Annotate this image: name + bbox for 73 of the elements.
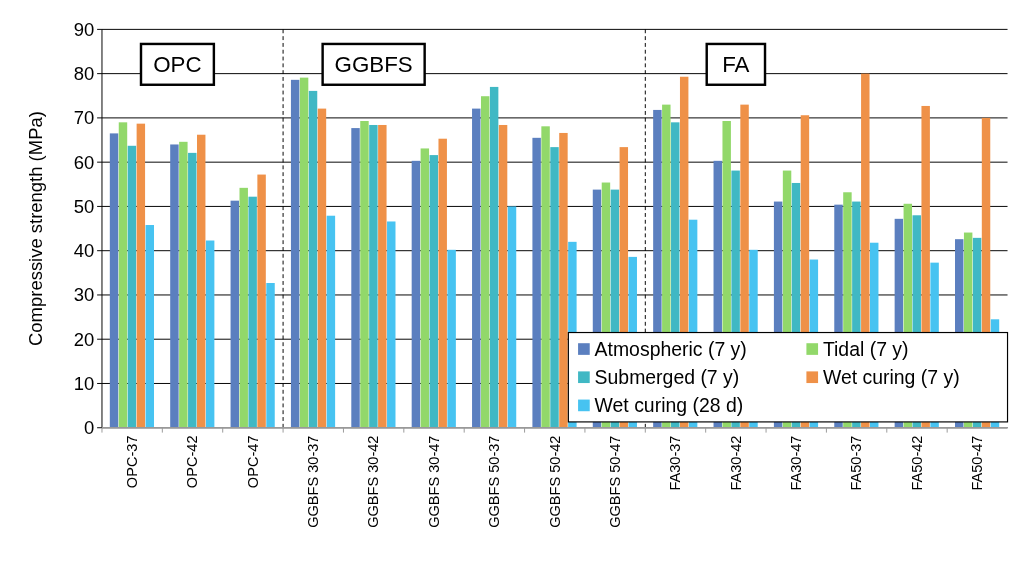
bar xyxy=(498,124,508,428)
bar xyxy=(550,147,559,428)
bar xyxy=(360,121,369,428)
legend-label: Tidal (7 y) xyxy=(822,337,909,360)
x-tick-label: GGBFS 50-47 xyxy=(606,435,623,528)
x-tick-label: FA50-42 xyxy=(908,435,925,491)
bar xyxy=(179,141,188,428)
y-tick-label: 40 xyxy=(73,240,95,262)
bar xyxy=(541,126,550,428)
legend-label: Wet curing (28 d) xyxy=(594,394,744,417)
bar xyxy=(507,206,517,428)
x-tick-label: GGBFS 30-47 xyxy=(425,435,442,528)
bar xyxy=(118,122,128,428)
x-tick-label: OPC-47 xyxy=(244,435,261,489)
x-tick-label: FA30-47 xyxy=(788,435,805,491)
y-tick-label: 30 xyxy=(73,284,95,306)
legend-label: Submerged (7 y) xyxy=(594,366,740,389)
bar xyxy=(266,283,275,428)
y-tick-label: 50 xyxy=(73,195,95,217)
bar xyxy=(420,148,430,428)
bar xyxy=(239,187,248,428)
annotation: OPC xyxy=(153,52,202,78)
x-tick-label: FA50-37 xyxy=(848,435,865,491)
bar xyxy=(351,128,360,428)
bar xyxy=(378,124,387,428)
bar xyxy=(136,123,146,428)
x-tick-label: GGBFS 30-42 xyxy=(365,435,382,528)
bar xyxy=(480,96,490,428)
y-tick-label: 70 xyxy=(73,107,95,129)
bar xyxy=(257,174,266,428)
bar xyxy=(438,138,447,428)
y-tick-label: 20 xyxy=(73,328,95,350)
bar xyxy=(290,79,300,428)
bar xyxy=(369,124,378,428)
bar xyxy=(188,152,197,428)
bar xyxy=(248,196,257,428)
annotation: FA xyxy=(722,52,750,78)
bar xyxy=(205,240,215,428)
x-tick-label: FA50-47 xyxy=(969,435,986,491)
bar xyxy=(326,215,336,428)
legend-label: Wet curing (7 y) xyxy=(822,366,960,389)
bar xyxy=(127,145,137,428)
x-tick-label: OPC-42 xyxy=(184,435,201,489)
legend-label: Atmospheric (7 y) xyxy=(594,337,747,360)
y-tick-label: 0 xyxy=(83,417,95,439)
x-tick-label: GGBFS 30-37 xyxy=(305,435,322,528)
bar xyxy=(447,249,456,428)
bar xyxy=(230,200,240,428)
bar xyxy=(411,160,421,428)
bar xyxy=(387,221,396,428)
x-tick-label: GGBFS 50-42 xyxy=(546,435,563,528)
bar xyxy=(532,137,541,428)
x-tick-label: FA30-37 xyxy=(667,435,684,491)
y-tick-label: 90 xyxy=(73,18,95,40)
x-tick-label: FA30-42 xyxy=(727,435,744,491)
bar xyxy=(559,132,568,428)
bar xyxy=(170,144,179,428)
bar xyxy=(472,108,481,428)
bar xyxy=(489,86,499,428)
x-tick-label: GGBFS 50-37 xyxy=(486,435,503,528)
y-axis-title: Compressive strength (MPa) xyxy=(24,111,46,346)
bar xyxy=(299,77,309,428)
bar xyxy=(317,108,327,428)
y-tick-label: 80 xyxy=(73,63,95,85)
bar xyxy=(308,90,318,428)
bar xyxy=(109,133,119,428)
bar xyxy=(145,225,155,428)
y-tick-label: 60 xyxy=(73,151,95,173)
bar xyxy=(197,134,206,428)
bar xyxy=(429,155,438,428)
y-tick-label: 10 xyxy=(73,372,95,394)
annotation: GGBFS xyxy=(334,52,413,78)
x-tick-label: OPC-37 xyxy=(124,435,141,489)
